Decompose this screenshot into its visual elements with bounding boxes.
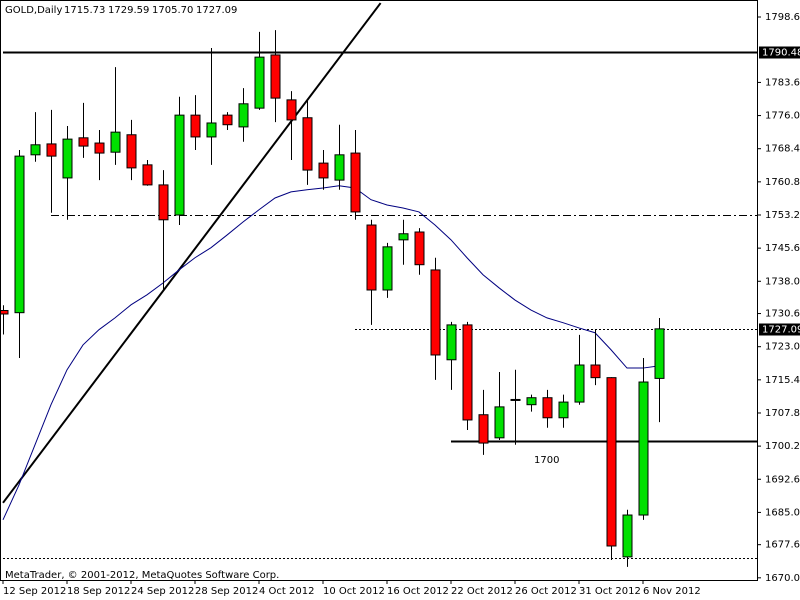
candle-body [414, 231, 425, 266]
candle-body [318, 162, 329, 179]
x-tick-label: 12 Sep 2012 [3, 586, 66, 597]
y-tick-label: 1685.00 [765, 507, 800, 518]
candle-body [174, 114, 185, 216]
level-tag-label: 1727.09 [762, 325, 800, 336]
x-tick-label: 6 Nov 2012 [643, 586, 701, 597]
candle-body [606, 377, 617, 547]
annotation: 1700 [534, 455, 559, 466]
candle-body [462, 324, 473, 421]
y-tick-label: 1776.00 [765, 111, 800, 122]
candle-body [62, 138, 73, 179]
candle-body [78, 137, 89, 147]
header: GOLD,Daily 1715.73 1729.59 1705.70 1727.… [5, 5, 237, 16]
y-tick-label: 1677.60 [765, 540, 800, 551]
x-tick-label: 28 Sep 2012 [195, 586, 258, 597]
plot-area [0, 2, 757, 567]
candle-body [510, 398, 521, 401]
candle-body [350, 152, 361, 213]
footer: MetaTrader, © 2001-2012, MetaQuotes Soft… [5, 570, 279, 581]
y-tick-label: 1707.80 [765, 408, 800, 419]
candle-body [126, 134, 137, 169]
candle-body [110, 131, 121, 153]
x-tick-label: 24 Sep 2012 [131, 586, 194, 597]
candle-body [382, 246, 393, 291]
candle-body [270, 54, 281, 99]
y-tick-label: 1760.80 [765, 177, 800, 188]
y-tick-label: 1670.00 [765, 573, 800, 584]
candle-body [0, 309, 9, 315]
candle-body [46, 143, 57, 157]
header-value: 1727.09 [196, 5, 237, 16]
header-value: 1715.73 [64, 5, 105, 16]
candle-body [142, 164, 153, 186]
candle-body [654, 328, 665, 379]
y-tick-label: 1745.60 [765, 243, 800, 254]
symbol: GOLD,Daily [5, 5, 62, 16]
y-tick-label: 1738.00 [765, 276, 800, 287]
candle-body [430, 269, 441, 356]
x-tick-label: 26 Oct 2012 [515, 586, 577, 597]
candle-body [398, 233, 409, 241]
candle-body [158, 184, 169, 221]
moving-average [2, 185, 660, 521]
x-tick-label: 31 Oct 2012 [579, 586, 641, 597]
candle-body [622, 514, 633, 558]
plot-frame [0, 0, 758, 581]
candle-body [526, 397, 537, 406]
candle-body [238, 103, 249, 128]
y-tick-label: 1798.60 [765, 12, 800, 23]
y-tick-label: 1768.40 [765, 144, 800, 155]
candle-body [558, 401, 569, 419]
candle-body [222, 114, 233, 126]
y-tick-label: 1753.20 [765, 210, 800, 221]
candle-body [542, 397, 553, 419]
candle-body [478, 414, 489, 444]
candle-body [94, 142, 105, 154]
y-tick-label: 1783.60 [765, 77, 800, 88]
candle-body [590, 364, 601, 379]
candle-body [334, 154, 345, 181]
candle-body [286, 99, 297, 121]
candle-body [638, 381, 649, 516]
trendline [2, 2, 382, 504]
candle-body [302, 117, 313, 171]
y-tick-label: 1723.00 [765, 342, 800, 353]
candle-body [494, 406, 505, 439]
candle-body [254, 56, 265, 109]
y-tick-label: 1692.60 [765, 474, 800, 485]
candle-body [366, 224, 377, 291]
level-tag [759, 46, 800, 59]
candle-body [14, 155, 25, 314]
x-tick-label: 18 Sep 2012 [67, 586, 130, 597]
y-tick-label: 1715.40 [765, 375, 800, 386]
x-tick-label: 10 Oct 2012 [323, 586, 385, 597]
level-tag-label: 1790.48 [762, 48, 800, 59]
y-tick-label: 1730.60 [765, 309, 800, 320]
x-tick-label: 22 Oct 2012 [451, 586, 513, 597]
candle-body [190, 114, 201, 138]
candle-body [446, 324, 457, 361]
x-tick-label: 4 Oct 2012 [259, 586, 314, 597]
level-tag [759, 323, 800, 336]
candle-body [30, 144, 41, 156]
y-tick-label: 1700.20 [765, 441, 800, 452]
header-value: 1729.59 [108, 5, 149, 16]
header-value: 1705.70 [152, 5, 193, 16]
x-tick-label: 16 Oct 2012 [387, 586, 449, 597]
candle-body [574, 364, 585, 403]
candle-body [206, 122, 217, 138]
